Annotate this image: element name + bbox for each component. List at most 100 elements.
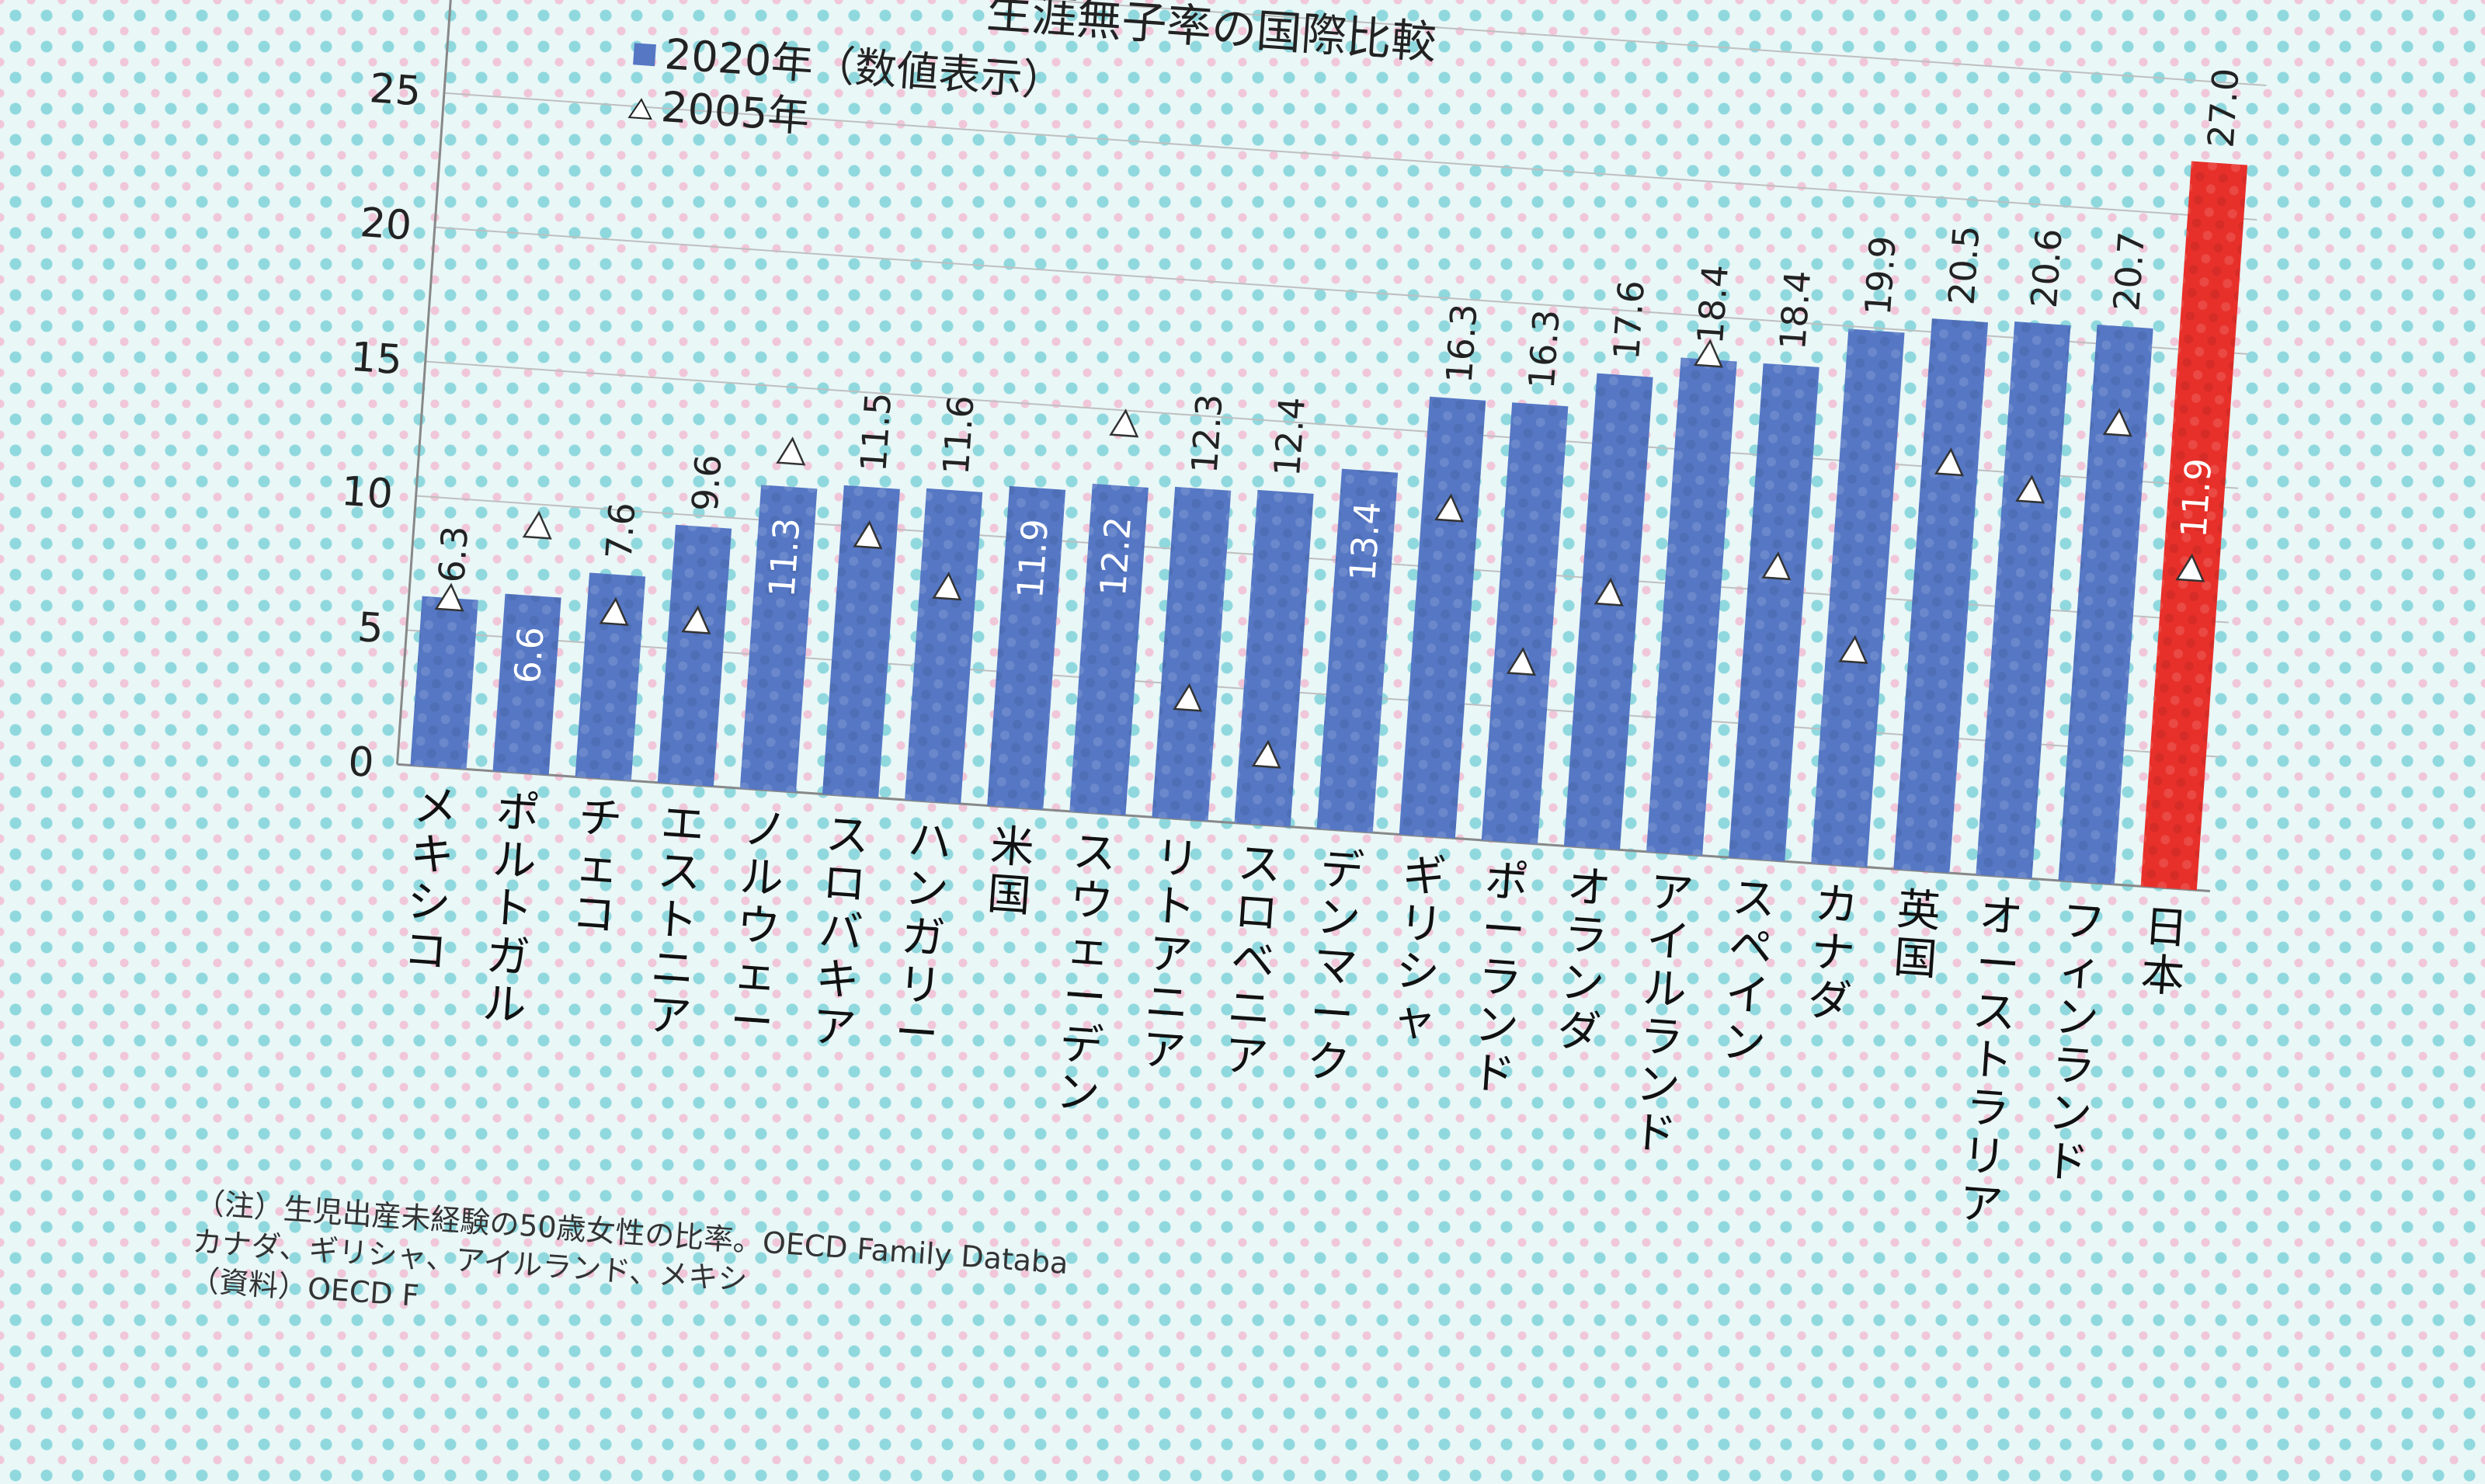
marker-2005 bbox=[932, 572, 962, 601]
bar-texture bbox=[905, 488, 983, 805]
category-label: リトアニア bbox=[1140, 832, 1201, 1078]
bar-texture bbox=[410, 596, 478, 770]
marker-2005 bbox=[599, 596, 629, 626]
markers-2005 bbox=[434, 339, 2205, 769]
gridline bbox=[453, 0, 2267, 87]
bar-texture bbox=[1152, 486, 1232, 822]
value-label-2020: 6.6 bbox=[506, 625, 552, 685]
category-label: ポーランド bbox=[1470, 855, 1531, 1100]
bar-texture bbox=[657, 524, 732, 787]
value-label-2020: 11.5 bbox=[852, 391, 899, 473]
value-label-2020: 12.3 bbox=[1183, 392, 1231, 474]
bar-texture bbox=[1316, 468, 1399, 833]
category-label: ノルウェー bbox=[728, 804, 789, 1049]
value-label-2020: 20.7 bbox=[2105, 231, 2153, 313]
marker-2005 bbox=[1934, 447, 1965, 477]
value-label-2020: 7.6 bbox=[598, 501, 644, 561]
marker-2005 bbox=[2102, 408, 2132, 437]
legend-label-2005: 2005年 bbox=[659, 82, 811, 141]
category-label: オーストラリア bbox=[1958, 890, 2024, 1232]
value-label-2020: 12.2 bbox=[1092, 515, 1139, 597]
category-label: メキシコ bbox=[402, 780, 459, 978]
bar-texture bbox=[1811, 328, 1905, 867]
legend: 2020年（数値表示） 2005年 bbox=[627, 30, 1065, 141]
category-label: 日本 bbox=[2139, 902, 2190, 1003]
marker-2005 bbox=[1251, 739, 1281, 769]
value-label-2020: 18.4 bbox=[1771, 269, 1819, 351]
marker-2005 bbox=[1838, 634, 1868, 664]
bar-texture bbox=[987, 485, 1066, 810]
marker-2005 bbox=[434, 582, 464, 612]
bar-texture bbox=[1399, 396, 1486, 839]
data-labels: 6.3 6.6 7.6 9.6 11.3 11.5 11.6 11.9 12.2 12.3 12.4… bbox=[430, 67, 2247, 685]
y-tick-label: 25 bbox=[368, 65, 422, 115]
category-label: スロベニア bbox=[1222, 838, 1283, 1083]
y-tick-label: 0 bbox=[346, 739, 375, 787]
value-label-2020: 12.4 bbox=[1266, 395, 1313, 478]
category-label: オランダ bbox=[1555, 861, 1612, 1058]
bars bbox=[410, 161, 2248, 891]
marker-2005 bbox=[522, 510, 552, 540]
y-tick-label: 10 bbox=[340, 468, 394, 518]
bar-texture bbox=[1893, 318, 1989, 874]
bar-texture bbox=[1976, 321, 2071, 879]
bar-texture bbox=[822, 485, 900, 798]
category-label: アイルランド bbox=[1632, 867, 1695, 1160]
category-label: ポルトガル bbox=[481, 786, 542, 1031]
bar-texture bbox=[1646, 357, 1737, 856]
marker-2005 bbox=[1173, 683, 1203, 712]
value-label-2020: 11.6 bbox=[935, 394, 982, 476]
bar-texture bbox=[1563, 373, 1653, 850]
category-label: チェコ bbox=[570, 792, 624, 941]
y-tick-label: 5 bbox=[356, 604, 384, 652]
value-label-2020: 20.5 bbox=[1940, 224, 1987, 307]
y-tick-label: 15 bbox=[349, 334, 404, 384]
category-label: フィンランド bbox=[2043, 895, 2107, 1189]
y-tick-label: 20 bbox=[359, 200, 413, 249]
bar-texture bbox=[2140, 161, 2248, 891]
bar-texture bbox=[739, 485, 818, 793]
bar-texture bbox=[1729, 363, 1819, 862]
category-label: スロバキア bbox=[811, 809, 871, 1055]
bar-texture bbox=[492, 593, 561, 775]
marker-2005 bbox=[853, 520, 883, 550]
marker-2005 bbox=[1434, 493, 1465, 523]
legend-triangle-marker bbox=[627, 98, 652, 120]
value-label-2020: 6.3 bbox=[430, 524, 476, 584]
category-labels: メキシコポルトガルチェコエストニアノルウェースロバキアハンガリー米国スウェーデン… bbox=[402, 780, 2190, 1232]
value-label-2020: 17.6 bbox=[1605, 279, 1653, 361]
y-axis-line bbox=[395, 0, 455, 765]
marker-2005 bbox=[1594, 577, 1624, 606]
category-label: スペイン bbox=[1720, 873, 1777, 1070]
marker-2005 bbox=[1506, 647, 1536, 676]
value-label-2005: 11.9 bbox=[2172, 457, 2219, 539]
marker-2005 bbox=[2015, 474, 2045, 504]
value-label-2020: 18.4 bbox=[1689, 263, 1736, 346]
category-label: 米国 bbox=[985, 821, 1036, 923]
value-label-2020: 13.4 bbox=[1341, 500, 1388, 582]
category-label: エストニア bbox=[646, 798, 707, 1043]
gridline bbox=[443, 92, 2257, 221]
value-label-2020: 27.0 bbox=[2199, 67, 2247, 149]
category-label: ギリシャ bbox=[1391, 850, 1448, 1047]
marker-2005 bbox=[681, 605, 711, 634]
category-label: カナダ bbox=[1806, 878, 1860, 1027]
value-label-2020: 16.3 bbox=[1438, 302, 1486, 384]
category-label: デンマーク bbox=[1305, 844, 1366, 1090]
marker-2005 bbox=[1761, 551, 1792, 581]
value-label-2020: 16.3 bbox=[1521, 308, 1568, 391]
bar-texture bbox=[575, 572, 646, 781]
value-label-2020: 11.3 bbox=[760, 516, 808, 599]
value-label-2020: 19.9 bbox=[1857, 235, 1904, 317]
legend-swatch-2020 bbox=[633, 43, 656, 67]
category-label: ハンガリー bbox=[893, 815, 954, 1061]
category-label: スウェーデン bbox=[1055, 826, 1118, 1120]
marker-2005 bbox=[1693, 339, 1723, 368]
bar-texture bbox=[2058, 324, 2153, 884]
bar-texture bbox=[1234, 489, 1314, 827]
value-label-2020: 9.6 bbox=[684, 453, 730, 513]
marker-2005 bbox=[776, 436, 806, 466]
category-label: 英国 bbox=[1892, 884, 1942, 986]
